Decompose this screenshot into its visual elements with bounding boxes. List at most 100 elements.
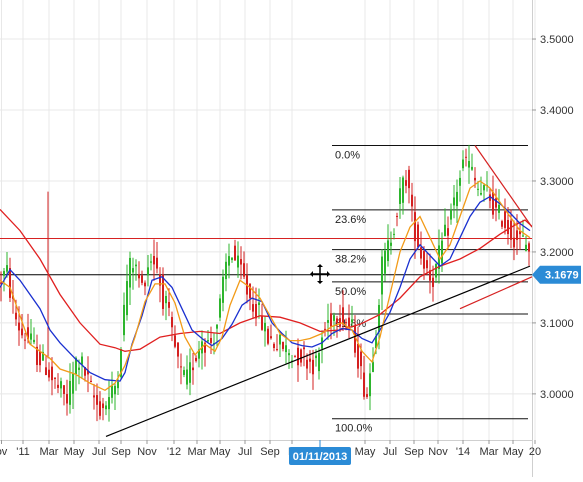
candle-body [447, 228, 449, 236]
candle-body [27, 327, 29, 340]
candle-body [234, 245, 236, 261]
candle-body [135, 264, 137, 267]
fib-label: 23.6% [335, 214, 366, 226]
candle-body [465, 156, 467, 158]
candle-body [114, 385, 116, 395]
crosshair-cursor-icon [310, 264, 330, 284]
candle-body [336, 318, 338, 323]
candle-body [177, 342, 179, 357]
candle-body [390, 242, 392, 246]
candle-body [249, 283, 251, 299]
candle-body [363, 372, 365, 397]
candle-body [351, 319, 353, 323]
candle-body [207, 340, 209, 342]
candle-body [9, 268, 11, 298]
candle-body [105, 405, 107, 410]
candle-body [345, 322, 347, 324]
x-tick-label: ov [0, 446, 8, 458]
candle-body [360, 351, 362, 367]
candle-body [117, 381, 119, 389]
candle-body [75, 357, 77, 375]
candle-body [66, 394, 68, 404]
fib-label: 0.0% [335, 149, 360, 161]
candle-body [366, 394, 368, 397]
x-tick-label: Jul [238, 446, 252, 458]
candle-body [369, 373, 371, 397]
candle-body [30, 333, 32, 340]
candle-body [495, 198, 497, 208]
candle-body [408, 169, 410, 189]
candle-body [282, 341, 284, 349]
candle-body [489, 194, 491, 201]
candle-body [231, 257, 233, 260]
price-badge-label: 3.1679 [545, 270, 579, 282]
candle-body [384, 250, 386, 274]
candle-body [102, 403, 104, 409]
candle-body [195, 357, 197, 361]
candle-body [39, 351, 41, 366]
trendline-rising-support [105, 265, 531, 438]
candle-body [222, 276, 224, 303]
candle-body [477, 188, 479, 190]
candle-body [492, 191, 494, 215]
candle-body [42, 351, 44, 361]
candle-body [300, 349, 302, 363]
current-price-badge: 3.1679 [532, 265, 581, 284]
date-badge-bg [289, 447, 351, 465]
candle-body [189, 362, 191, 383]
candle-body [228, 256, 230, 266]
candle-body [339, 318, 341, 327]
candle-body [63, 385, 65, 394]
candle-body [138, 274, 140, 279]
candle-body [327, 320, 329, 323]
candle-body [72, 373, 74, 394]
candle-body [252, 304, 254, 312]
candle-body [471, 166, 473, 170]
candle-body [459, 177, 461, 186]
candle-body [375, 336, 377, 349]
horizontal-levels [0, 237, 532, 276]
candle-body [87, 370, 89, 375]
candle-body [450, 209, 452, 220]
candle-body [180, 366, 182, 368]
candle-body [273, 343, 275, 348]
candle-body [36, 346, 38, 365]
candle-body [111, 385, 113, 398]
candle-body [501, 221, 503, 227]
candle-body [288, 353, 290, 356]
candle-body [129, 257, 131, 288]
candle-body [60, 381, 62, 389]
candle-body [90, 380, 92, 383]
candle-body [468, 161, 470, 168]
trendlines [105, 145, 533, 438]
candle-body [198, 349, 200, 359]
candle-body [93, 395, 95, 398]
candle-body [381, 256, 383, 295]
candle-body [387, 240, 389, 262]
candle-body [462, 159, 464, 169]
candle-body [312, 359, 314, 375]
candle-body [81, 356, 83, 365]
candle-body [279, 334, 281, 345]
fib-label: 100.0% [335, 423, 373, 435]
candle-body [255, 304, 257, 319]
y-tick-label: 3.2000 [540, 247, 574, 259]
candle-body [54, 377, 56, 379]
candle-body [216, 324, 218, 329]
candle-body [84, 367, 86, 376]
candle-body [399, 188, 401, 204]
x-tick-label: Sep [404, 446, 424, 458]
candle-body [96, 395, 98, 405]
candle-body [414, 212, 416, 242]
candle-body [168, 302, 170, 308]
y-tick-label: 3.4000 [540, 105, 574, 117]
candle-body [396, 215, 398, 217]
candle-body [513, 237, 515, 248]
candle-body [183, 370, 185, 375]
x-tick-label: Nov [428, 446, 448, 458]
candle-body [303, 347, 305, 350]
candle-body [507, 220, 509, 235]
y-tick-label: 3.1000 [540, 318, 574, 330]
